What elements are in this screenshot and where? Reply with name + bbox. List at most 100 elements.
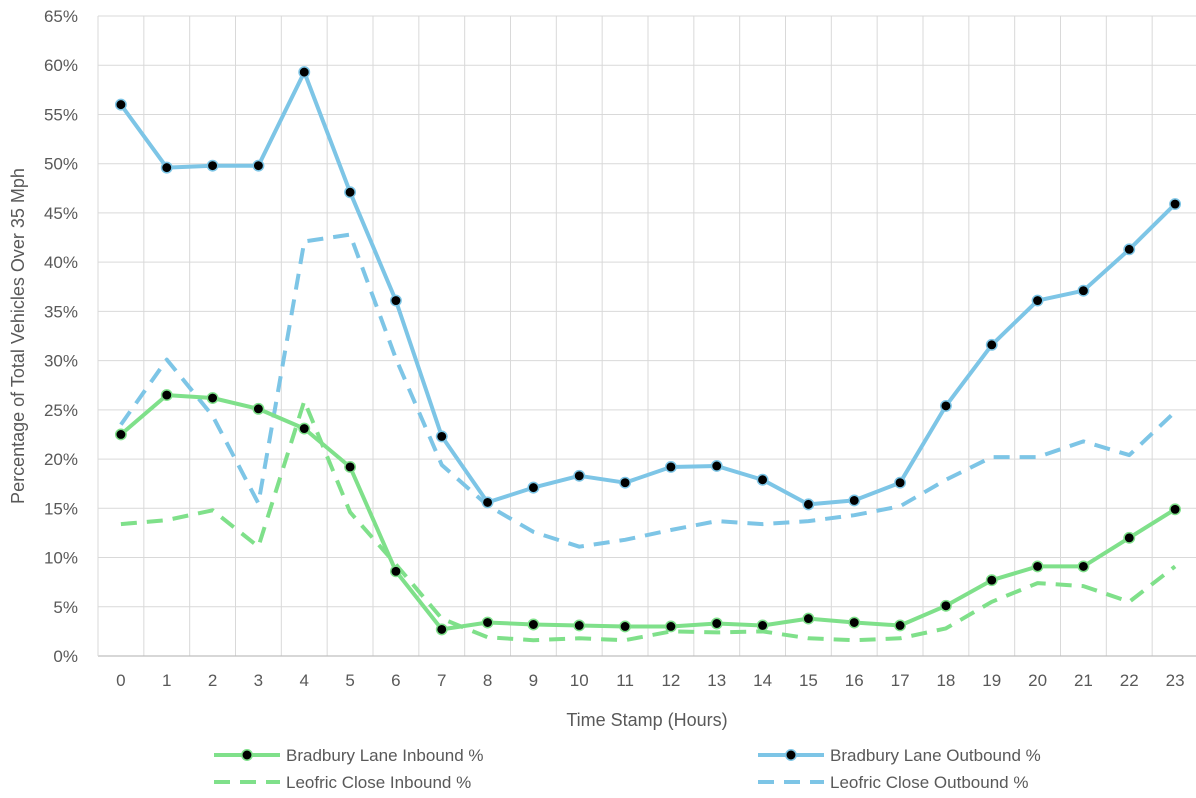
data-point [1031,560,1044,573]
series-markers [114,66,1182,636]
series-lines [119,70,1177,643]
data-point [802,498,815,511]
y-tick-label: 0% [53,647,78,666]
x-axis-title: Time Stamp (Hours) [566,710,727,730]
y-tick-label: 35% [44,302,78,321]
x-tick-label: 9 [529,671,538,690]
data-point [573,619,586,632]
data-point [848,494,861,507]
y-tick-label: 45% [44,204,78,223]
data-point [481,616,494,629]
x-tick-label: 22 [1120,671,1139,690]
series-line-1 [119,70,1177,507]
x-tick-label: 20 [1028,671,1047,690]
data-point [435,430,448,443]
data-point [160,389,173,402]
legend-item: Bradbury Lane Inbound % [214,746,484,765]
data-point [114,98,127,111]
data-point [848,616,861,629]
x-tick-label: 1 [162,671,171,690]
data-point [435,623,448,636]
x-tick-label: 2 [208,671,217,690]
y-tick-label: 50% [44,155,78,174]
y-tick-label: 55% [44,105,78,124]
data-point [206,392,219,404]
y-tick-label: 40% [44,253,78,272]
data-point [206,159,219,172]
x-tick-label: 6 [391,671,400,690]
series-line-0 [119,393,1177,632]
data-point [298,66,311,79]
data-point [389,565,402,578]
x-tick-label: 10 [570,671,589,690]
y-tick-label: 65% [44,7,78,26]
x-tick-label: 8 [483,671,492,690]
x-tick-label: 23 [1166,671,1185,690]
data-point [344,461,357,473]
x-tick-label: 4 [300,671,309,690]
data-point [664,461,677,473]
data-point [1077,284,1090,297]
data-point [114,428,127,441]
x-tick-label: 16 [845,671,864,690]
data-point [527,481,540,494]
data-point [802,612,815,625]
data-point [710,460,723,472]
data-point [1169,198,1182,211]
x-tick-label: 13 [707,671,726,690]
data-point [389,294,402,307]
legend-label: Bradbury Lane Inbound % [286,746,484,765]
x-tick-label: 17 [891,671,910,690]
data-point [252,159,265,172]
data-point [894,476,907,489]
data-point [619,620,632,633]
x-tick-label: 19 [982,671,1001,690]
data-point [756,619,769,632]
y-tick-label: 25% [44,401,78,420]
x-tick-label: 0 [116,671,125,690]
legend-marker [241,749,253,761]
data-point [298,422,311,435]
legend-label: Leofric Close Inbound % [286,773,471,792]
data-point [985,574,998,587]
x-tick-label: 5 [345,671,354,690]
data-point [1077,560,1090,573]
data-point [939,599,952,612]
y-axis-title: Percentage of Total Vehicles Over 35 Mph [8,168,28,504]
legend-item: Leofric Close Inbound % [214,773,471,792]
data-point [1123,531,1136,544]
series-line-3 [119,232,1177,549]
data-point [1123,243,1136,256]
x-tick-label: 18 [936,671,955,690]
legend-item: Bradbury Lane Outbound % [758,746,1041,765]
y-tick-label: 30% [44,352,78,371]
legend: Bradbury Lane Inbound % Bradbury Lane Out… [214,746,1041,792]
data-point [252,402,265,415]
x-tick-label: 7 [437,671,446,690]
legend-marker [785,749,797,761]
y-tick-label: 60% [44,56,78,75]
legend-label: Leofric Close Outbound % [830,773,1028,792]
data-point [344,186,357,199]
data-point [710,617,723,630]
legend-label: Bradbury Lane Outbound % [830,746,1041,765]
y-tick-label: 15% [44,499,78,518]
data-point [1169,503,1182,516]
data-point [985,338,998,351]
data-point [160,161,173,174]
x-tick-label: 21 [1074,671,1093,690]
x-tick-label: 15 [799,671,818,690]
axes [97,16,1196,657]
tick-labels: 0% 5% 10% 15% 20% 25% 30% 35% 40% 45% 50% 55% 60% 65%… [44,7,1185,690]
data-point [573,469,586,482]
data-point [481,496,494,509]
data-point [664,620,677,633]
y-tick-label: 10% [44,549,78,568]
x-tick-label: 14 [753,671,772,690]
y-tick-label: 5% [53,598,78,617]
gridlines [98,15,1196,656]
x-tick-label: 12 [661,671,680,690]
x-tick-label: 11 [616,671,634,690]
